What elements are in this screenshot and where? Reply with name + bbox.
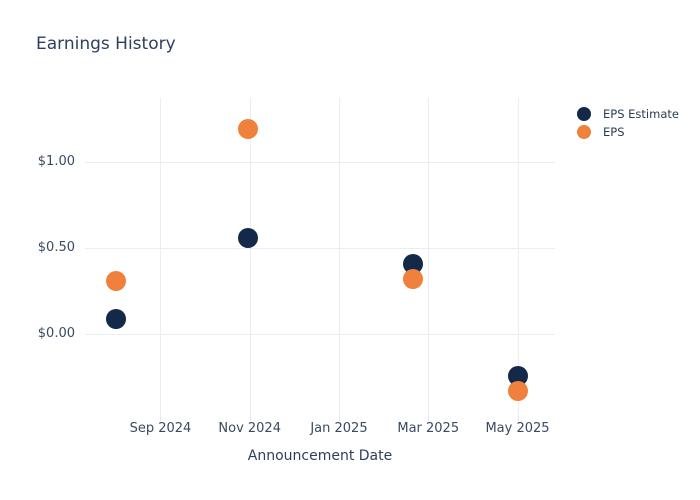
gridline-vertical: [249, 98, 251, 415]
legend-item-label: EPS Estimate: [603, 107, 679, 121]
y-tick-label: $0.00: [37, 326, 75, 342]
legend-item-eps-estimate[interactable]: EPS Estimate: [577, 105, 679, 123]
x-tick-label: May 2025: [485, 421, 550, 436]
x-axis-title: Announcement Date: [247, 448, 393, 464]
gridline-vertical: [517, 98, 519, 415]
point-eps[interactable]: [507, 381, 528, 402]
legend-marker-icon: [577, 107, 591, 121]
plot-area: [85, 98, 555, 415]
point-eps-estimate[interactable]: [105, 308, 126, 329]
x-tick-label: Mar 2025: [397, 421, 460, 436]
point-eps-estimate[interactable]: [507, 365, 528, 386]
x-tick-mark: [428, 415, 430, 421]
x-tick-mark: [249, 415, 251, 421]
legend-marker-icon: [577, 125, 591, 139]
legend-item-eps[interactable]: EPS: [577, 123, 679, 141]
point-eps[interactable]: [402, 269, 423, 290]
x-tick-label: Nov 2024: [218, 421, 281, 436]
point-eps[interactable]: [105, 270, 126, 291]
gridline-vertical: [160, 98, 162, 415]
legend: EPS Estimate EPS: [577, 105, 679, 141]
gridline-vertical: [428, 98, 430, 415]
chart-title: Earnings History: [36, 34, 176, 54]
gridline-horizontal: [85, 161, 555, 163]
legend-item-label: EPS: [603, 125, 625, 139]
x-tick-label: Sep 2024: [129, 421, 192, 436]
gridline-vertical: [338, 98, 340, 415]
x-tick-mark: [517, 415, 519, 421]
gridline-horizontal: [85, 334, 555, 336]
point-eps-estimate[interactable]: [238, 227, 259, 248]
x-tick-label: Jan 2025: [310, 421, 368, 436]
x-tick-mark: [160, 415, 162, 421]
y-tick-label: $0.50: [37, 240, 75, 256]
gridline-horizontal: [85, 248, 555, 250]
y-tick-label: $1.00: [37, 153, 75, 169]
point-eps[interactable]: [238, 119, 259, 140]
point-eps-estimate[interactable]: [402, 253, 423, 274]
x-tick-mark: [338, 415, 340, 421]
